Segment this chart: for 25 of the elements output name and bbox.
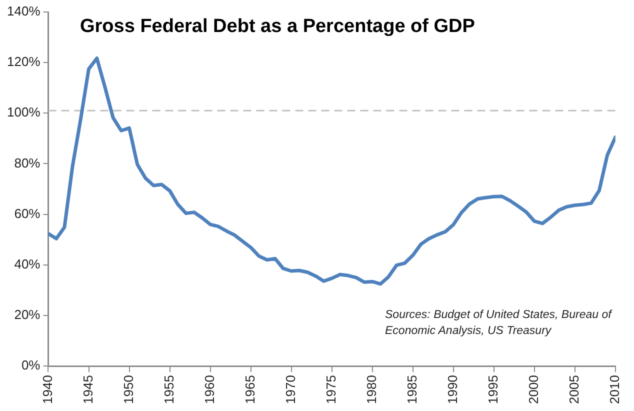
x-tick-label: 1995 [485,375,500,404]
y-tick-label: 0% [21,358,41,373]
x-tick-label: 1940 [40,375,55,404]
x-tick-label: 1990 [444,375,460,404]
x-tick-label: 2005 [566,375,582,404]
chart-title: Gross Federal Debt as a Percentage of GDP [80,16,475,38]
y-tick-label: 80% [14,155,41,170]
x-tick-label: 1985 [404,375,420,404]
x-tick-label: 1970 [282,375,298,404]
y-tick-label: 20% [14,307,41,322]
x-tick-label: 1945 [80,375,96,404]
x-tick-label: 1975 [323,375,338,404]
x-tick-label: 1955 [161,375,176,404]
x-tick-label: 2000 [526,375,541,404]
x-tick-label: 1980 [364,375,379,404]
x-tick-label: 1950 [120,375,136,404]
x-tick-label: 1960 [202,375,217,404]
y-tick-label: 100% [7,104,41,120]
x-tick-label: 2010 [606,375,622,404]
annotation: Sources: Budget of United States, Bureau of Economic Analysis, US Treasury [385,308,614,339]
y-tick-label: 60% [14,206,41,221]
x-tick-label: 1965 [242,375,258,404]
y-tick-label: 120% [7,54,41,70]
y-tick-label: 40% [14,256,41,272]
y-tick-label: 140% [7,4,41,19]
